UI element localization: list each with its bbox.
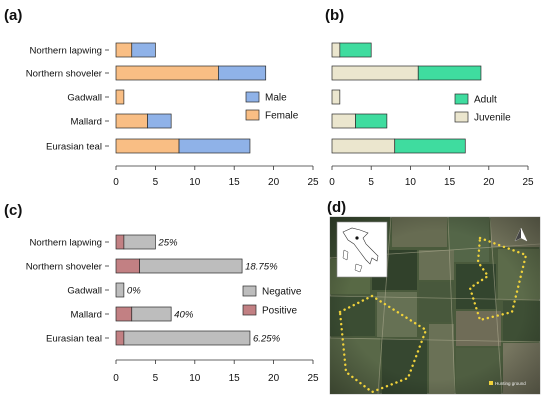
legend-label-negative: Negative bbox=[262, 287, 302, 298]
x-tick-label: 25 bbox=[307, 177, 319, 188]
legend-swatch-adult bbox=[454, 93, 469, 105]
legend-label-positive: Positive bbox=[262, 306, 297, 317]
legend-label-female: Female bbox=[265, 111, 299, 122]
hunting-ground-outline bbox=[338, 236, 528, 394]
bar-juvenile bbox=[331, 42, 341, 58]
bar-negative bbox=[139, 258, 243, 274]
panel-label-d: (d) bbox=[327, 199, 346, 216]
legend-swatch-negative bbox=[242, 285, 257, 297]
map-panel: Hunting ground bbox=[329, 216, 541, 395]
bar-juvenile bbox=[331, 138, 396, 154]
study-location-marker bbox=[355, 236, 359, 240]
x-tick-label: 15 bbox=[444, 177, 456, 188]
x-tick-label: 25 bbox=[307, 373, 319, 384]
percentage-label: 18.75% bbox=[245, 262, 278, 273]
category-label: Gadwall bbox=[67, 286, 102, 297]
map-legend-text: Hunting ground bbox=[495, 381, 526, 386]
percentage-label: 0% bbox=[127, 286, 141, 297]
bar-positive bbox=[115, 258, 140, 274]
panel-label-c: (c) bbox=[4, 202, 22, 219]
bar-female bbox=[115, 138, 180, 154]
chart-b-age: 0 5 10 15 20 25 Adult Juvenile bbox=[329, 42, 534, 188]
bar-positive bbox=[115, 330, 125, 346]
bar-adult bbox=[355, 113, 388, 129]
x-tick-label: 5 bbox=[153, 177, 159, 188]
bar-juvenile bbox=[331, 113, 356, 129]
x-tick-label: 15 bbox=[229, 373, 241, 384]
category-label: Northern shoveler bbox=[26, 262, 103, 273]
category-label: Mallard bbox=[71, 117, 102, 128]
percentage-label: 40% bbox=[174, 310, 194, 321]
percentage-label: 25% bbox=[157, 238, 178, 249]
legend-label-adult: Adult bbox=[474, 95, 497, 106]
x-tick-label: 10 bbox=[405, 177, 417, 188]
chart-a-sex: Northern lapwing Northern shoveler Gadwall… bbox=[26, 42, 319, 188]
x-tick-label: 0 bbox=[329, 177, 335, 188]
bar-negative bbox=[123, 234, 156, 250]
bar-male bbox=[178, 138, 251, 154]
bar-female bbox=[115, 89, 125, 105]
category-label: Northern shoveler bbox=[26, 69, 103, 80]
bar-adult bbox=[394, 138, 466, 154]
north-arrow-icon bbox=[514, 227, 528, 242]
bar-male bbox=[147, 113, 172, 129]
percentage-label: 6.25% bbox=[253, 334, 281, 345]
bar-adult bbox=[339, 42, 372, 58]
legend-label-juvenile: Juvenile bbox=[474, 113, 511, 124]
legend-swatch-juvenile bbox=[454, 111, 469, 123]
bar-negative bbox=[131, 306, 172, 322]
map-legend: Hunting ground bbox=[489, 381, 526, 386]
italy-inset-map bbox=[336, 221, 388, 278]
bar-female bbox=[115, 65, 219, 81]
category-label: Northern lapwing bbox=[29, 46, 102, 57]
category-label: Eurasian teal bbox=[46, 142, 102, 153]
x-tick-label: 25 bbox=[522, 177, 534, 188]
bar-male bbox=[218, 65, 267, 81]
category-label: Mallard bbox=[71, 310, 102, 321]
legend-swatch-male bbox=[245, 91, 260, 103]
x-tick-label: 0 bbox=[113, 373, 119, 384]
panel-label-b: (b) bbox=[325, 7, 344, 24]
x-tick-label: 10 bbox=[189, 373, 201, 384]
bar-juvenile bbox=[331, 89, 341, 105]
x-tick-label: 10 bbox=[189, 177, 201, 188]
legend-label-male: Male bbox=[265, 93, 287, 104]
x-tick-label: 15 bbox=[229, 177, 241, 188]
category-label: Northern lapwing bbox=[29, 238, 102, 249]
chart-c-infection: Northern lapwing Northern shoveler Gadwall… bbox=[26, 234, 319, 384]
bar-positive bbox=[115, 306, 133, 322]
bar-male bbox=[131, 42, 156, 58]
bar-positive bbox=[115, 234, 125, 250]
bar-adult bbox=[417, 65, 482, 81]
category-label: Eurasian teal bbox=[46, 334, 102, 345]
legend-swatch-positive bbox=[242, 304, 257, 316]
x-tick-label: 0 bbox=[113, 177, 119, 188]
x-tick-label: 5 bbox=[368, 177, 374, 188]
bar-juvenile bbox=[331, 65, 419, 81]
legend-swatch-female bbox=[245, 109, 260, 121]
panel-label-a: (a) bbox=[4, 7, 22, 24]
category-label: Gadwall bbox=[67, 93, 102, 104]
x-tick-label: 20 bbox=[483, 177, 495, 188]
x-tick-label: 20 bbox=[268, 177, 280, 188]
x-tick-label: 20 bbox=[268, 373, 280, 384]
bar-negative bbox=[115, 282, 125, 298]
bar-negative bbox=[123, 330, 251, 346]
bar-female bbox=[115, 113, 148, 129]
x-tick-label: 5 bbox=[153, 373, 159, 384]
bar-female bbox=[115, 42, 133, 58]
